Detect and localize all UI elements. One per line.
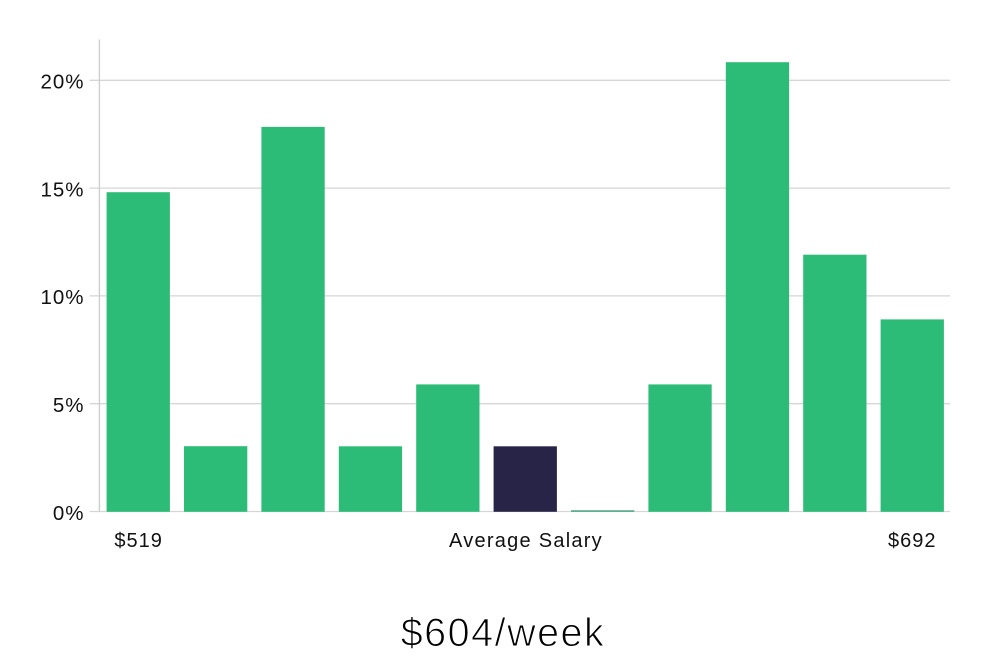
svg-text:15%: 15% — [40, 178, 84, 201]
svg-text:$692: $692 — [888, 530, 937, 552]
svg-text:20%: 20% — [40, 71, 84, 94]
svg-text:$604/week: $604/week — [401, 611, 606, 655]
svg-text:10%: 10% — [40, 286, 84, 309]
svg-text:$519: $519 — [114, 530, 163, 552]
svg-text:5%: 5% — [53, 394, 85, 417]
svg-text:Average Salary: Average Salary — [449, 530, 603, 552]
svg-text:0%: 0% — [53, 502, 85, 525]
